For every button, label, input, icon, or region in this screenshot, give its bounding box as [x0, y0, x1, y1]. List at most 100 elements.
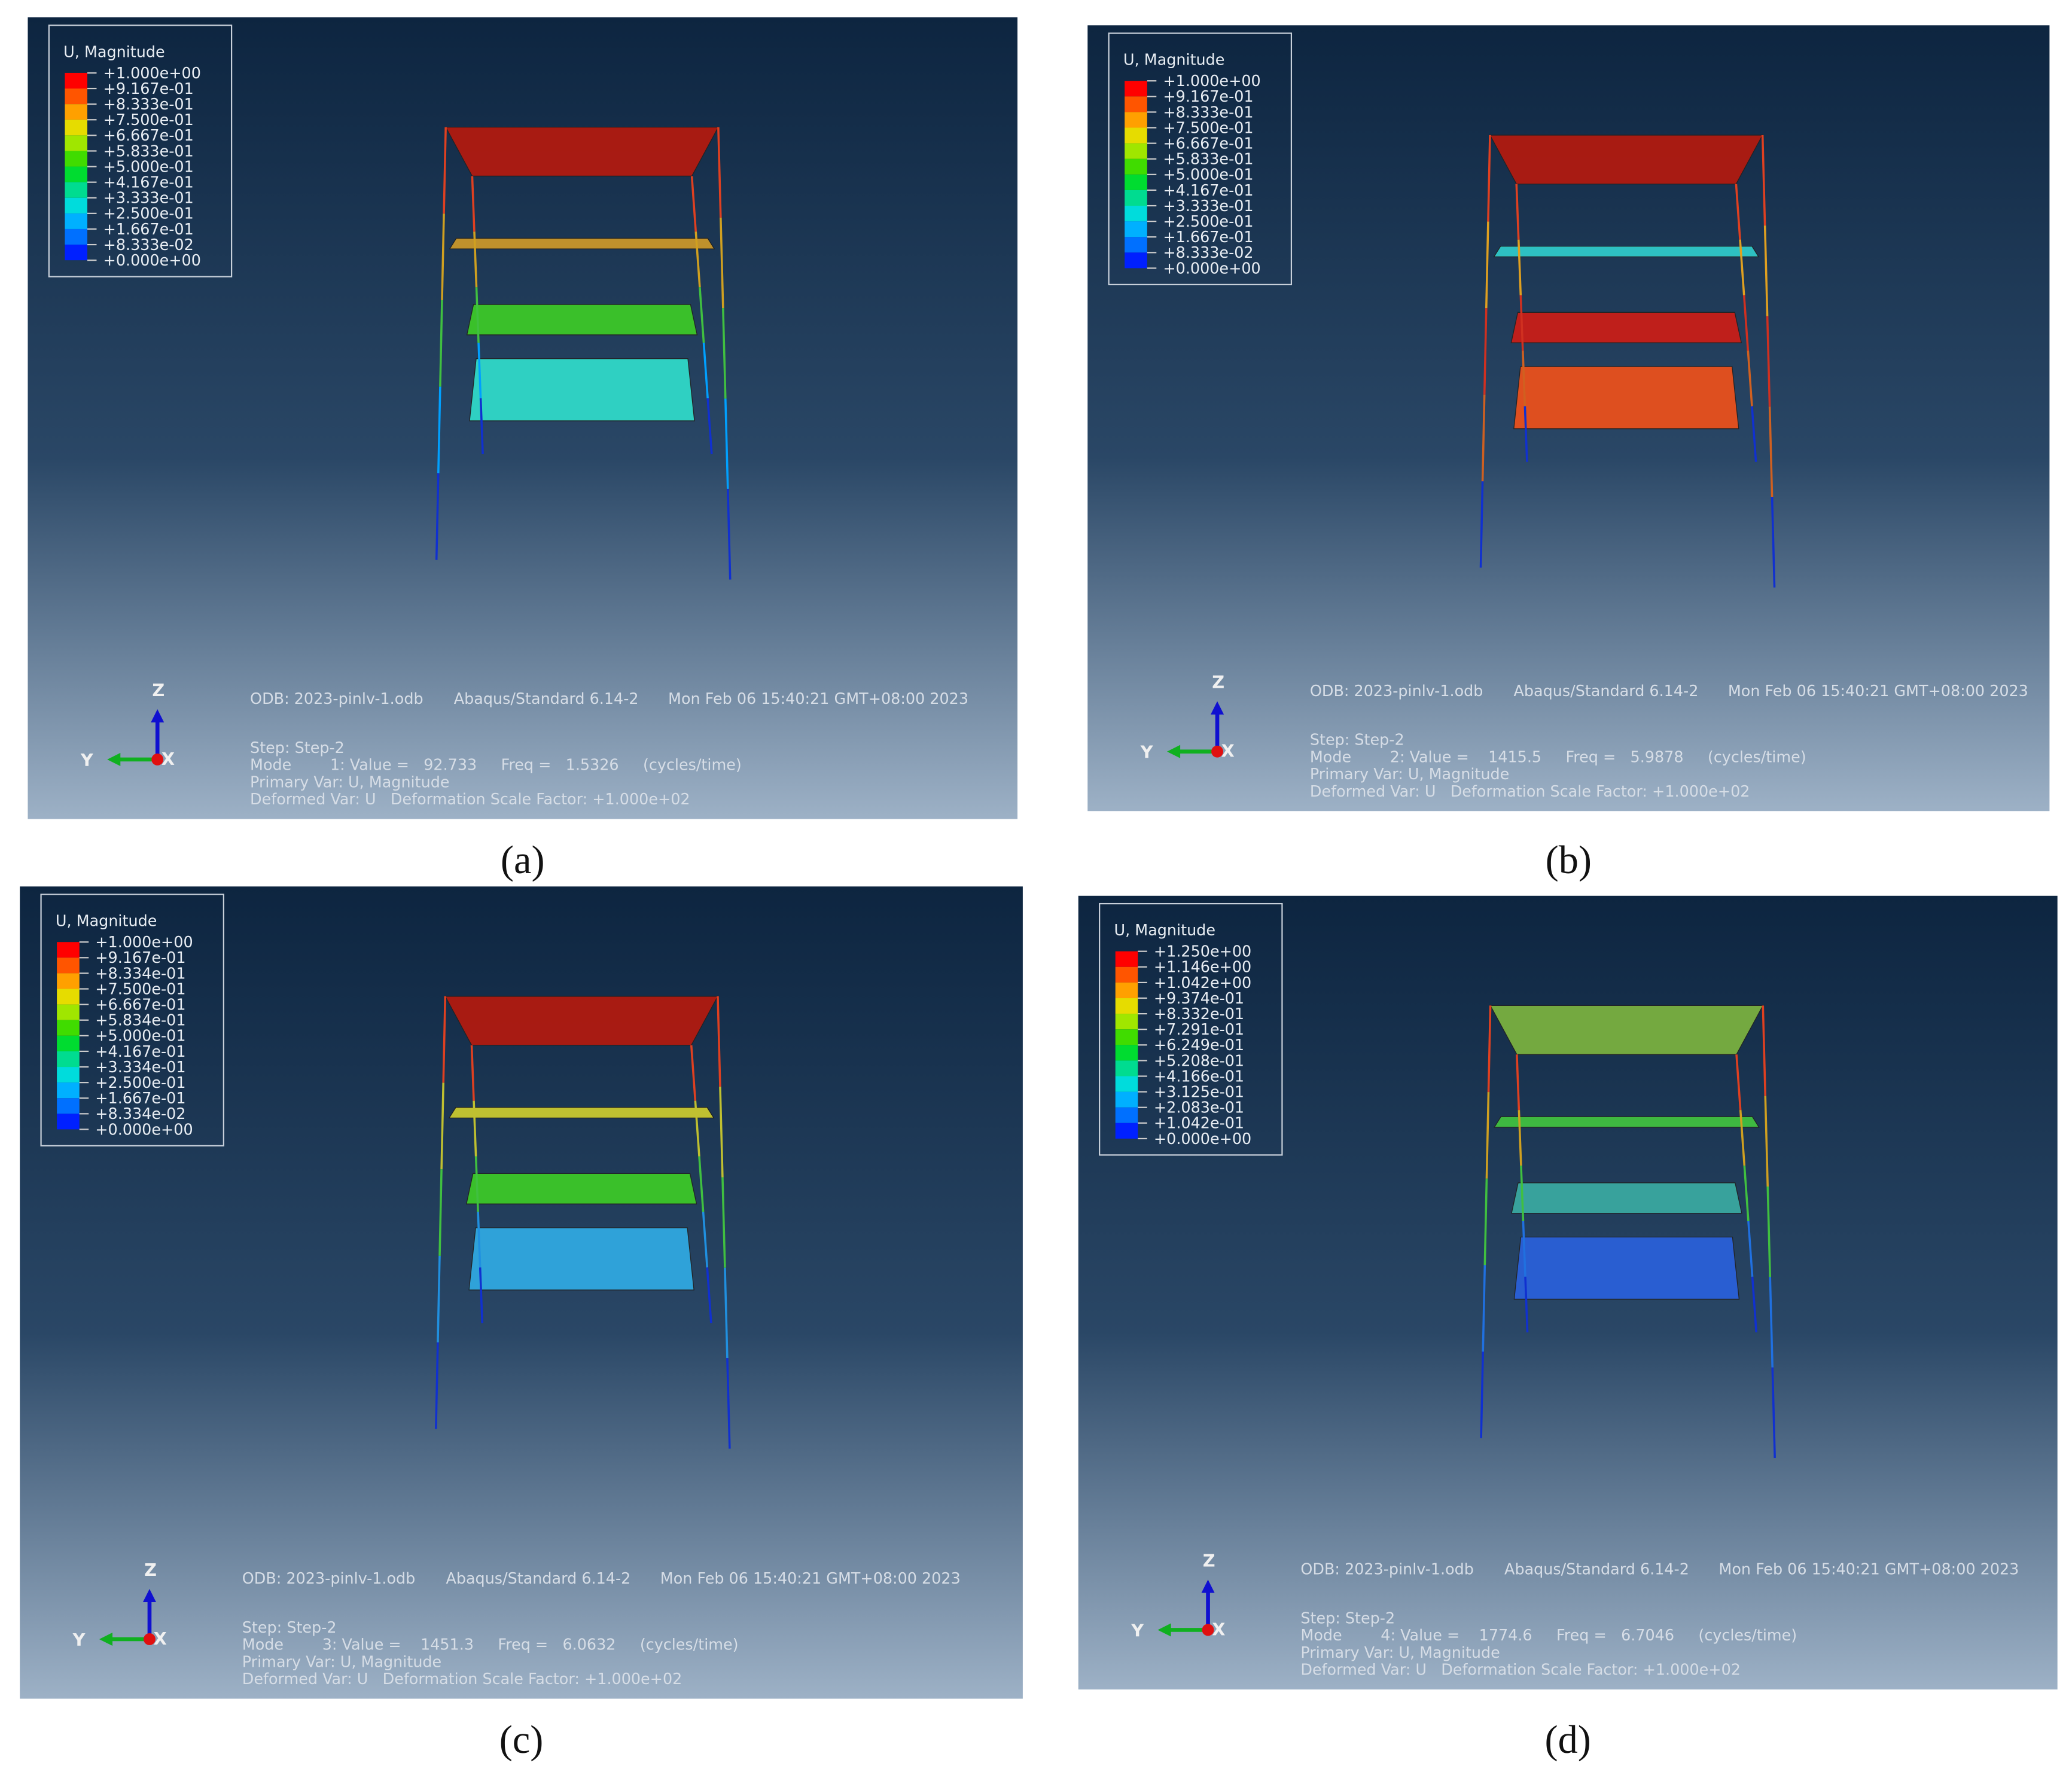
- legend-swatch: [65, 245, 87, 261]
- caption: (d): [1545, 1718, 1591, 1762]
- mode-line: Mode 1: Value = 92.733 Freq = 1.5326 (cy…: [250, 756, 742, 774]
- legend-swatch: [65, 89, 87, 105]
- legend-swatch: [1115, 966, 1138, 983]
- legend-label: +9.167e-01: [1163, 87, 1253, 105]
- column: [479, 398, 484, 455]
- legend-label: +6.667e-01: [103, 126, 194, 144]
- z-arrow: [151, 709, 164, 723]
- x-axis: [1202, 1624, 1214, 1636]
- x-label: X: [154, 1628, 167, 1649]
- column: [690, 1045, 697, 1101]
- legend-swatch: [65, 197, 87, 214]
- legend-swatch: [57, 957, 80, 974]
- column: [1520, 1165, 1525, 1222]
- column: [1519, 295, 1524, 351]
- step-line: Step: Step-2: [250, 739, 345, 757]
- legend-label: +5.834e-01: [95, 1011, 185, 1029]
- column: [1735, 184, 1741, 240]
- x-axis: [1211, 745, 1223, 758]
- legend-label: +2.500e-01: [103, 205, 194, 222]
- legend-swatch: [1125, 112, 1147, 128]
- column: [694, 1100, 700, 1157]
- mode-line: Mode 2: Value = 1415.5 Freq = 5.9878 (cy…: [1310, 748, 1806, 765]
- solver-line: Abaqus/Standard 6.14-2: [446, 1569, 630, 1587]
- step-line: Step: Step-2: [1300, 1609, 1395, 1627]
- floor-plate: [1510, 312, 1742, 343]
- column: [1761, 135, 1766, 226]
- legend-label: +1.042e-01: [1154, 1114, 1244, 1132]
- column: [1515, 184, 1520, 240]
- column: [720, 217, 724, 309]
- panel: U, Magnitude+1.000e+00+9.167e-01+8.334e-…: [20, 886, 1023, 1699]
- mode-line: Mode 3: Value = 1451.3 Freq = 6.0632 (cy…: [242, 1636, 739, 1654]
- legend-swatch: [57, 1114, 80, 1130]
- legend-label: +9.167e-01: [103, 80, 194, 97]
- legend-swatch: [57, 1020, 80, 1036]
- panel: U, Magnitude+1.000e+00+9.167e-01+8.333e-…: [28, 17, 1018, 819]
- legend-label: +3.334e-01: [95, 1058, 185, 1076]
- column: [1485, 1092, 1490, 1179]
- column: [1516, 1054, 1521, 1111]
- legend-swatch: [65, 72, 87, 89]
- legend-swatch: [1125, 221, 1147, 237]
- y-arrow: [99, 1632, 113, 1646]
- floor-plate: [469, 358, 695, 422]
- legend-swatch: [1115, 1123, 1138, 1139]
- column: [1522, 350, 1526, 407]
- legend-title: U, Magnitude: [56, 912, 157, 930]
- column: [726, 1358, 731, 1449]
- legend-swatch: [57, 989, 80, 1005]
- floor-plate: [449, 237, 715, 249]
- legend-swatch: [65, 104, 87, 120]
- legend-swatch: [1125, 174, 1147, 190]
- column: [470, 1045, 475, 1101]
- legend-label: +5.833e-01: [103, 142, 194, 160]
- legend-swatch: [1115, 951, 1138, 967]
- legend-swatch: [65, 228, 87, 245]
- legend-swatch: [1125, 127, 1147, 144]
- legend-label: +3.125e-01: [1154, 1082, 1244, 1100]
- legend-swatch: [1125, 206, 1147, 222]
- x-axis: [151, 754, 164, 765]
- z-label: Z: [152, 680, 164, 700]
- y-label: Y: [1140, 742, 1154, 762]
- legend-label: +7.291e-01: [1154, 1020, 1244, 1038]
- legend-swatch: [1125, 190, 1147, 206]
- z-arrow: [1210, 701, 1224, 715]
- legend-label: +0.000e+00: [103, 251, 201, 269]
- column: [435, 473, 440, 560]
- legend-swatch: [1125, 158, 1147, 175]
- legend-label: +8.333e-01: [103, 95, 194, 113]
- legend-swatch: [1115, 1091, 1138, 1108]
- y-arrow: [1166, 745, 1181, 758]
- x-label: X: [1212, 1619, 1225, 1639]
- y-label: Y: [1131, 1621, 1144, 1641]
- legend-swatch: [1125, 81, 1147, 97]
- column: [479, 1267, 483, 1323]
- column: [1766, 1186, 1771, 1277]
- legend-swatch: [1125, 252, 1147, 269]
- column: [477, 343, 482, 399]
- column: [477, 1212, 482, 1268]
- column: [690, 176, 697, 232]
- column: [1479, 481, 1484, 568]
- column: [1483, 308, 1488, 395]
- legend-swatch: [57, 1067, 80, 1083]
- column: [437, 1255, 441, 1343]
- odb-line: ODB: 2023-pinlv-1.odb: [250, 690, 423, 707]
- date-line: Mon Feb 06 15:40:21 GMT+08:00 2023: [1718, 1560, 2019, 1578]
- legend-swatch: [65, 135, 87, 151]
- solver-line: Abaqus/Standard 6.14-2: [1504, 1560, 1689, 1578]
- deformed-line: Deformed Var: U Deformation Scale Factor…: [1310, 782, 1750, 800]
- column: [1523, 406, 1528, 462]
- legend-label: +1.146e+00: [1154, 958, 1251, 976]
- caption: (b): [1546, 838, 1592, 882]
- x-label: X: [1221, 741, 1235, 761]
- column: [1480, 1352, 1484, 1438]
- column: [1743, 1165, 1750, 1222]
- column: [1771, 1367, 1776, 1458]
- legend-label: +1.667e-01: [95, 1089, 185, 1107]
- legend-label: +1.667e-01: [103, 220, 194, 238]
- column: [437, 386, 441, 474]
